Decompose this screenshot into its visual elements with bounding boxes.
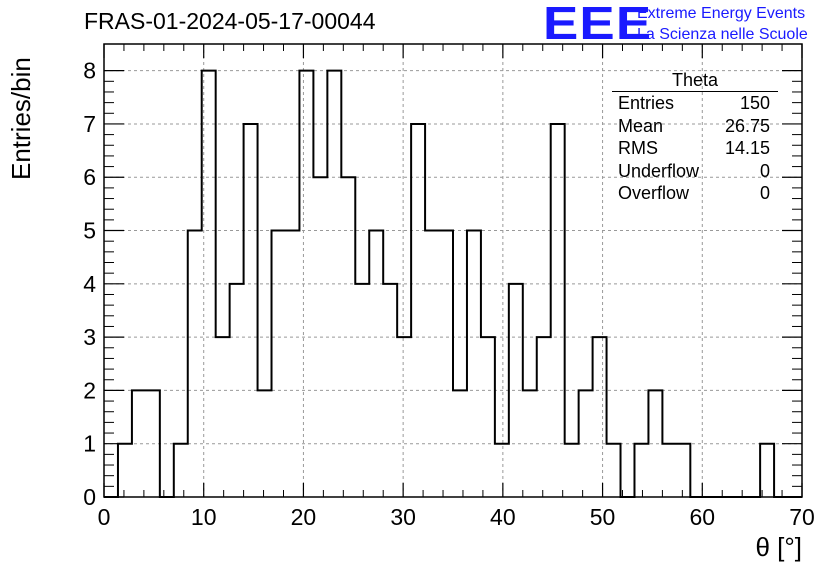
x-tick-label: 0	[98, 504, 111, 530]
stats-value: 0	[759, 183, 770, 203]
stats-value: 26.75	[724, 115, 770, 136]
chart-title: FRAS-01-2024-05-17-00044	[84, 8, 376, 34]
y-tick-label: 2	[83, 377, 96, 403]
y-tick-label: 1	[83, 431, 96, 457]
x-axis-label: θ [°]	[755, 532, 802, 562]
x-tick-label: 20	[291, 504, 317, 530]
stats-value: 150	[739, 93, 770, 113]
y-tick-label: 3	[83, 324, 96, 350]
stats-row-overflow: Overflow 0	[610, 182, 778, 205]
logo-line-1: Extreme Energy Events	[637, 5, 806, 22]
y-tick-label: 7	[83, 111, 96, 137]
x-tick-label: 70	[789, 504, 815, 530]
stats-label: Entries	[618, 93, 675, 113]
stats-label: Overflow	[618, 183, 690, 203]
stats-row-mean: Mean 26.75	[610, 115, 778, 138]
stats-value: 0	[759, 160, 770, 181]
stats-histogram-name: Theta	[612, 70, 778, 92]
y-axis-label: Entries/bin	[6, 57, 36, 180]
stats-value: 14.15	[724, 138, 770, 158]
x-tick-label: 30	[390, 504, 416, 530]
plot-frame	[103, 43, 803, 498]
y-tick-label: 0	[83, 484, 96, 510]
tick-labels: 0 10 20 30 40 50 60 70 0 1 2 3 4 5 6 7 8	[83, 58, 815, 530]
eee-logo: EEE	[543, 0, 653, 49]
stats-label: RMS	[618, 138, 658, 158]
y-tick-label: 5	[83, 218, 96, 244]
stats-label: Mean	[618, 115, 664, 136]
stats-label: Underflow	[618, 160, 700, 181]
x-tick-label: 40	[490, 504, 516, 530]
x-tick-label: 60	[689, 504, 715, 530]
y-tick-label: 6	[83, 164, 96, 190]
histogram-series	[104, 69, 802, 498]
y-tick-label: 4	[83, 271, 96, 297]
axis-ticks	[103, 44, 803, 498]
x-tick-label: 10	[191, 504, 217, 530]
stats-row-entries: Entries 150	[610, 92, 778, 115]
y-tick-label: 8	[83, 58, 96, 84]
stats-row-rms: RMS 14.15	[610, 137, 778, 160]
logo-caption: Extreme Energy Events La Scienza nelle S…	[637, 3, 808, 45]
x-tick-label: 50	[590, 504, 616, 530]
stats-row-underflow: Underflow 0	[610, 160, 778, 183]
logo-line-2: La Scienza nelle Scuole	[637, 26, 808, 43]
stats-box: Theta Entries 150 Mean 26.75 RMS 14.15 U…	[610, 70, 778, 205]
